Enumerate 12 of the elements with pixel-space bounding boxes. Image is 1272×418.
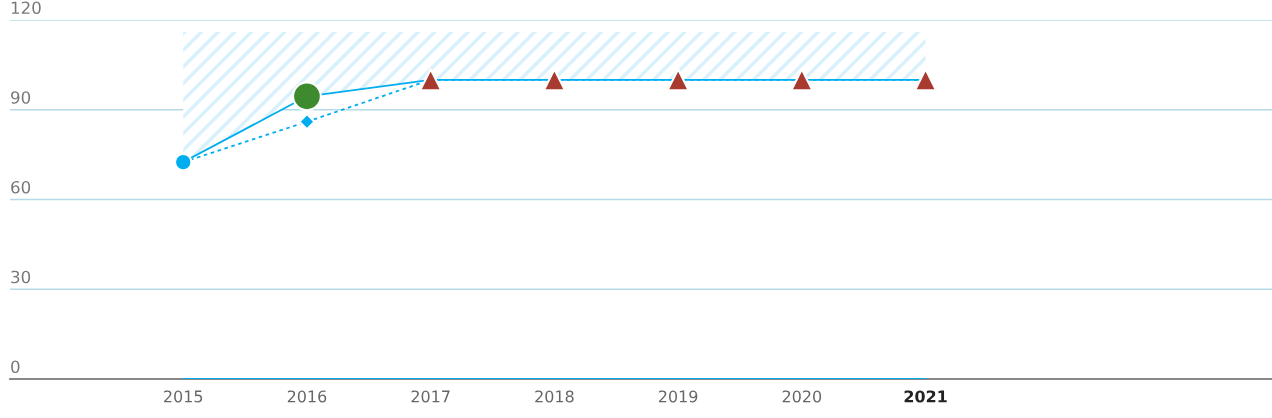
- y-tick-label: 30: [11, 270, 31, 284]
- x-tick-label: 2019: [658, 390, 698, 403]
- x-tick-label: 2015: [164, 390, 203, 403]
- x-tick-label: 2018: [535, 390, 574, 403]
- y-tick-label: 90: [11, 91, 31, 104]
- x-tick-label: 2020: [782, 390, 822, 403]
- x-tick-label: 2016: [287, 390, 327, 403]
- y-tick-label: 120: [11, 1, 41, 15]
- y-tick-label: 0: [11, 360, 20, 374]
- x-tick-label: 2017: [411, 390, 450, 403]
- x-tick-label: 2021: [904, 390, 947, 403]
- y-tick-label: 60: [11, 180, 31, 194]
